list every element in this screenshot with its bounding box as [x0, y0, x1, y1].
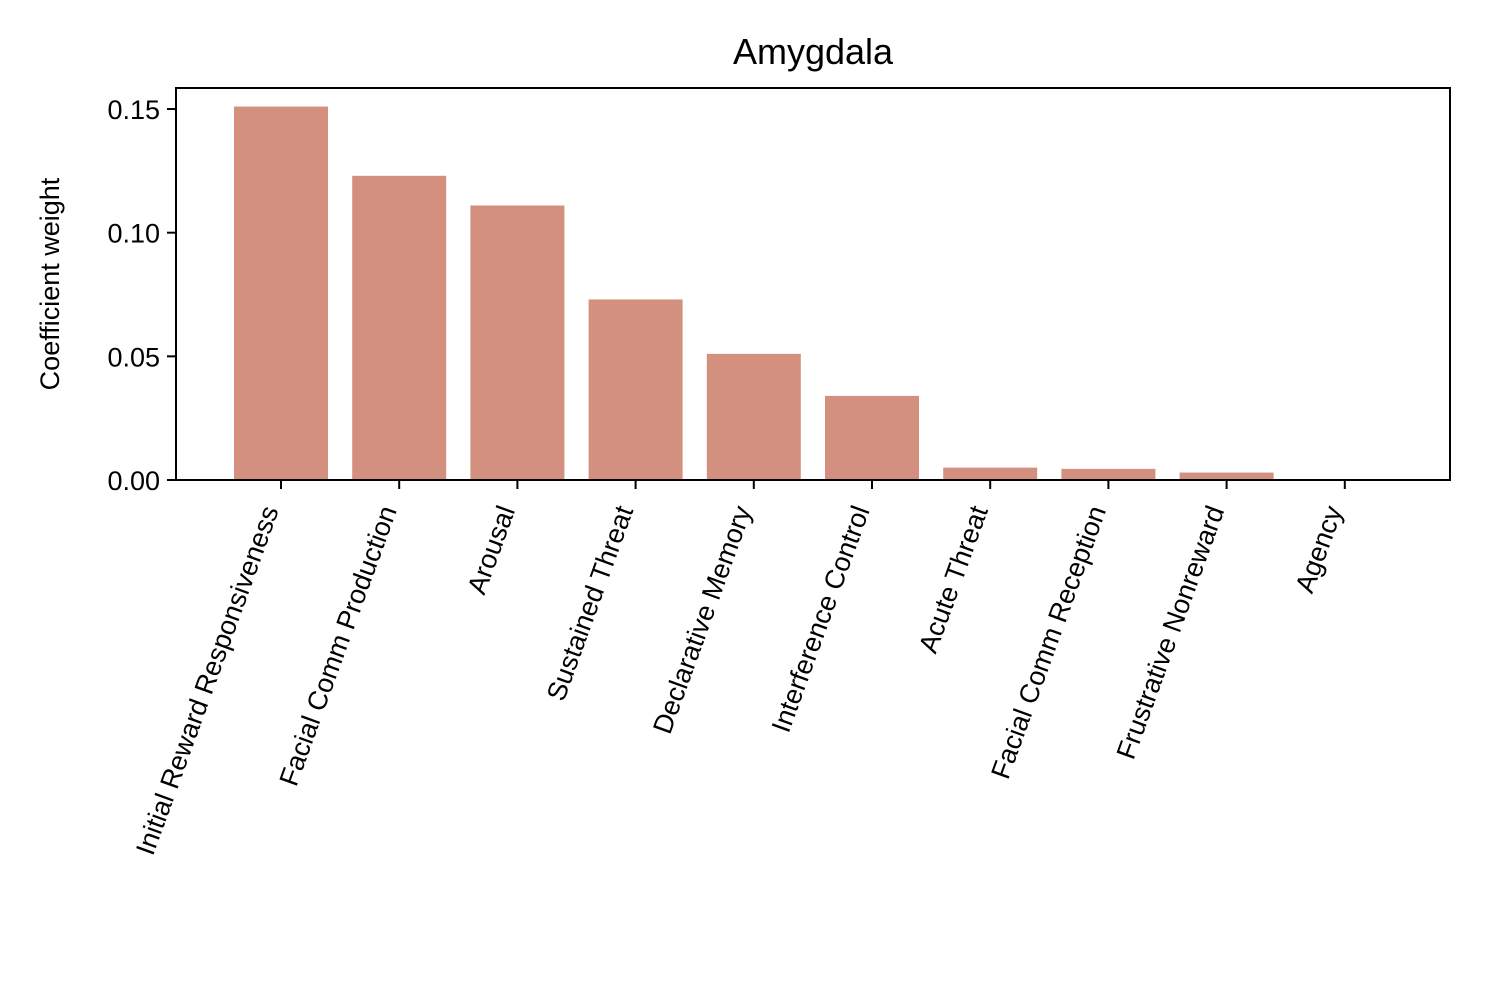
- x-tick-label: Facial Comm Reception: [985, 502, 1112, 783]
- x-tick-label: Declarative Memory: [647, 501, 757, 737]
- y-tick-label: 0.00: [107, 466, 160, 496]
- bar-4: [706, 353, 801, 480]
- y-axis-label: Coefficient weight: [35, 177, 65, 390]
- bar-6: [943, 467, 1038, 480]
- bar-1: [352, 175, 447, 481]
- bar-8: [1179, 472, 1274, 480]
- bar-7: [1061, 468, 1156, 480]
- bars-group: [234, 106, 1274, 481]
- y-tick-label: 0.05: [107, 342, 160, 372]
- chart-title: Amygdala: [733, 31, 894, 72]
- x-tick-label: Facial Comm Production: [274, 502, 403, 790]
- x-tick-label: Arousal: [462, 502, 522, 598]
- bar-5: [825, 395, 919, 480]
- bar-3: [588, 299, 683, 480]
- bar-0: [234, 106, 328, 481]
- x-tick-label: Initial Reward Responsiveness: [130, 502, 284, 859]
- plot-frame: [175, 87, 1451, 481]
- y-tick-label: 0.15: [107, 95, 160, 125]
- y-tick-label: 0.10: [107, 219, 160, 249]
- x-tick-label: Acute Threat: [913, 501, 994, 657]
- bar-2: [470, 205, 565, 481]
- x-tick-label: Frustrative Nonreward: [1111, 502, 1231, 763]
- x-tick-label: Sustained Threat: [541, 501, 640, 704]
- x-tick-label: Interference Control: [766, 502, 876, 736]
- y-axis-ticks: 0.00 0.05 0.10 0.15: [107, 95, 176, 496]
- x-tick-label: Agency: [1289, 501, 1348, 596]
